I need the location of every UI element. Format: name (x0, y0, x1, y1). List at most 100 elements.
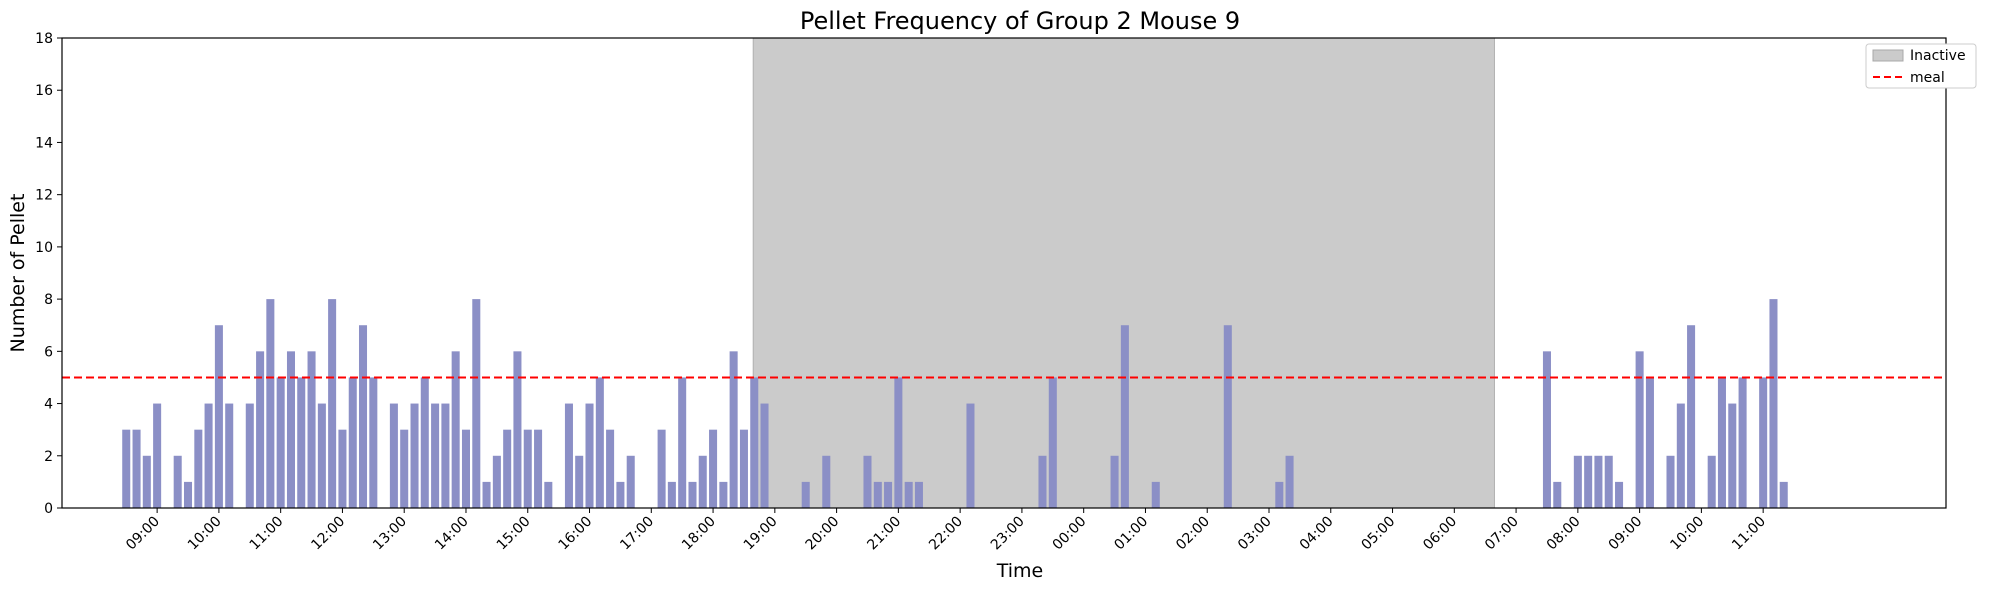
bar-75 (1553, 481, 1562, 508)
bar-28 (441, 403, 450, 508)
bar-83 (1666, 455, 1675, 508)
bar-73 (1285, 455, 1294, 508)
bar-72 (1275, 481, 1284, 508)
bar-48 (678, 377, 687, 508)
bar-60 (873, 481, 882, 508)
bar-55 (750, 377, 759, 508)
bar-18 (328, 299, 337, 508)
bar-91 (1769, 299, 1778, 508)
bar-15 (297, 377, 306, 508)
bar-88 (1728, 403, 1737, 508)
bar-42 (595, 377, 604, 508)
bar-9 (225, 403, 234, 508)
y-tick-label: 12 (35, 188, 53, 204)
bar-13 (276, 377, 285, 508)
bar-36 (523, 429, 532, 508)
bar-34 (503, 429, 512, 508)
legend-inactive-label: Inactive (1910, 48, 1966, 64)
bar-66 (1038, 455, 1047, 508)
bar-74 (1542, 351, 1551, 508)
legend-inactive-swatch (1872, 49, 1904, 62)
bar-81 (1635, 351, 1644, 508)
bar-50 (698, 455, 707, 508)
bar-86 (1707, 455, 1716, 508)
y-tick-label: 18 (35, 31, 53, 47)
bar-90 (1759, 377, 1768, 508)
bar-47 (667, 481, 676, 508)
bar-51 (709, 429, 718, 508)
bar-11 (256, 351, 265, 508)
bar-63 (904, 481, 913, 508)
y-tick-label: 8 (44, 292, 53, 308)
y-tick-label: 0 (44, 501, 53, 517)
bar-46 (657, 429, 666, 508)
bar-2 (142, 455, 151, 508)
bar-0 (122, 429, 131, 508)
y-tick-label: 14 (35, 135, 53, 151)
bar-82 (1645, 377, 1654, 508)
bar-27 (431, 403, 440, 508)
bar-25 (410, 403, 419, 508)
bar-1 (132, 429, 141, 508)
bar-17 (317, 403, 326, 508)
bar-44 (616, 481, 625, 508)
bar-30 (461, 429, 470, 508)
bar-53 (729, 351, 738, 508)
bar-89 (1738, 377, 1747, 508)
bar-37 (534, 429, 543, 508)
bar-68 (1110, 455, 1119, 508)
plot-frame (61, 37, 1947, 509)
bar-21 (358, 325, 368, 508)
bar-80 (1615, 481, 1624, 508)
bar-23 (389, 403, 398, 508)
bar-16 (307, 351, 316, 508)
bar-32 (482, 481, 491, 508)
bar-35 (513, 351, 522, 508)
bar-4 (173, 455, 182, 508)
bar-58 (822, 455, 831, 508)
bar-79 (1604, 455, 1613, 508)
bar-19 (338, 429, 347, 508)
bar-26 (420, 377, 429, 508)
bar-38 (544, 481, 553, 508)
y-axis-label: Number of Pellet (7, 194, 29, 353)
legend-meal-label: meal (1910, 70, 1945, 86)
bar-49 (688, 481, 697, 508)
bar-40 (575, 455, 584, 508)
bar-12 (266, 299, 275, 508)
bar-71 (1223, 325, 1232, 508)
bar-24 (400, 429, 409, 508)
bar-3 (153, 403, 162, 508)
bar-84 (1676, 403, 1685, 508)
bar-33 (492, 455, 501, 508)
bar-78 (1594, 455, 1603, 508)
y-tick-label: 10 (35, 240, 53, 256)
bar-56 (760, 403, 769, 508)
bar-77 (1584, 455, 1593, 508)
bar-92 (1779, 481, 1788, 508)
bar-85 (1687, 325, 1696, 508)
legend: Inactive meal (1865, 43, 1977, 89)
bar-20 (348, 377, 357, 508)
bar-8 (214, 325, 223, 508)
bar-70 (1151, 481, 1160, 508)
bar-10 (245, 403, 254, 508)
y-tick-label: 6 (44, 344, 53, 360)
bar-31 (472, 299, 481, 508)
bar-14 (286, 351, 295, 508)
y-tick-label: 4 (44, 397, 53, 413)
bar-45 (626, 455, 635, 508)
bar-29 (451, 351, 460, 508)
bar-5 (183, 481, 193, 508)
bar-67 (1048, 377, 1057, 508)
bar-22 (369, 377, 378, 508)
chart-title: Pellet Frequency of Group 2 Mouse 9 (800, 7, 1240, 35)
bar-6 (194, 429, 203, 508)
bar-59 (863, 455, 872, 508)
bar-52 (719, 481, 728, 508)
x-axis-label: Time (996, 560, 1044, 582)
bar-43 (606, 429, 615, 508)
bar-7 (204, 403, 213, 508)
